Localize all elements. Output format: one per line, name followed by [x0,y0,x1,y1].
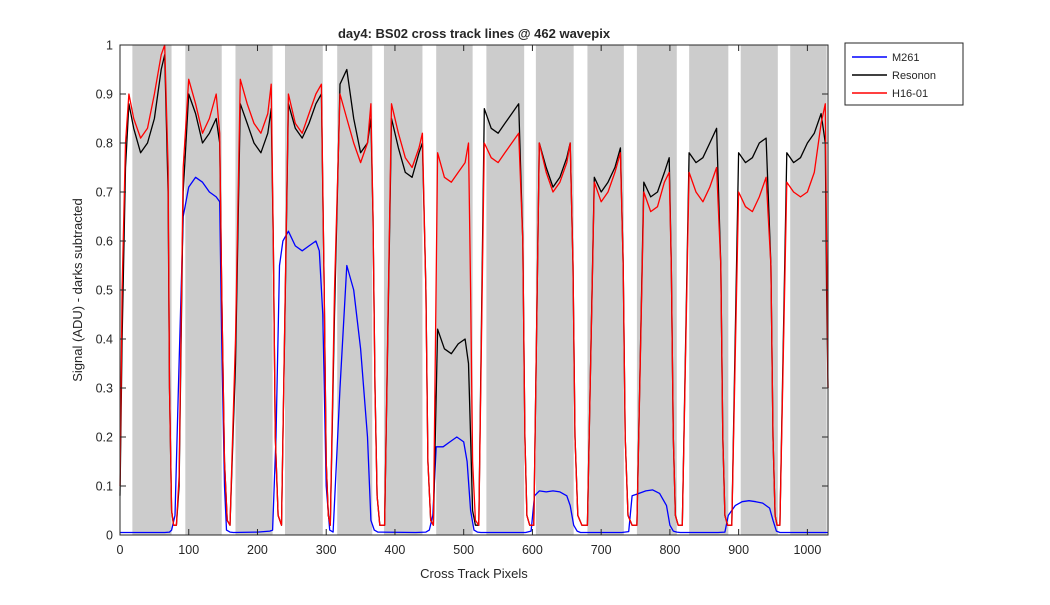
shaded-band [383,45,423,535]
y-tick-label: 0 [106,529,113,543]
y-tick-label: 0.5 [96,284,113,298]
legend-label: H16-01 [892,88,928,100]
chart-title: day4: BS02 cross track lines @ 462 wavep… [338,26,611,41]
y-axis-label: Signal (ADU) - darks subtracted [70,198,85,382]
legend: M261 Resonon H16-01 [844,42,964,106]
legend-label: Resonon [892,70,936,82]
shaded-band [689,45,729,535]
shaded-band [587,45,624,535]
y-axis: 0 0.1 0.2 0.3 0.4 0.5 0.6 0.7 0.8 0.9 1 [96,39,828,543]
x-tick-label: 200 [247,543,268,557]
shaded-bands [132,45,827,535]
shaded-band [486,45,525,535]
y-tick-label: 0.8 [96,137,113,151]
y-tick-label: 0.7 [96,186,113,200]
x-axis: 0 100 200 300 400 500 600 700 800 900 1000 [117,45,821,557]
x-tick-label: 600 [522,543,543,557]
legend-label: M261 [892,52,920,64]
y-tick-label: 0.3 [96,382,113,396]
shaded-band [535,45,574,535]
legend-box [844,42,964,106]
y-tick-label: 0.4 [96,333,113,347]
y-tick-label: 1 [106,39,113,53]
series-line-m261 [120,176,828,534]
x-tick-label: 800 [659,543,680,557]
x-axis-label: Cross Track Pixels [420,566,528,581]
shaded-band [284,45,323,535]
y-tick-label: 0.2 [96,431,113,445]
x-tick-label: 1000 [793,543,821,557]
y-tick-label: 0.1 [96,480,113,494]
series-line-h16-01 [119,44,829,526]
shaded-band [740,45,778,535]
y-tick-label: 0.9 [96,88,113,102]
x-tick-label: 700 [591,543,612,557]
x-tick-label: 400 [385,543,406,557]
x-tick-label: 900 [728,543,749,557]
x-tick-label: 0 [117,543,124,557]
x-tick-label: 300 [316,543,337,557]
x-tick-label: 100 [178,543,199,557]
x-tick-label: 500 [453,543,474,557]
shaded-band [436,45,473,535]
shaded-band [235,45,273,535]
y-tick-label: 0.6 [96,235,113,249]
shaded-band [337,45,373,535]
series-lines [119,44,829,534]
shaded-band [636,45,677,535]
shaded-band [185,45,222,535]
